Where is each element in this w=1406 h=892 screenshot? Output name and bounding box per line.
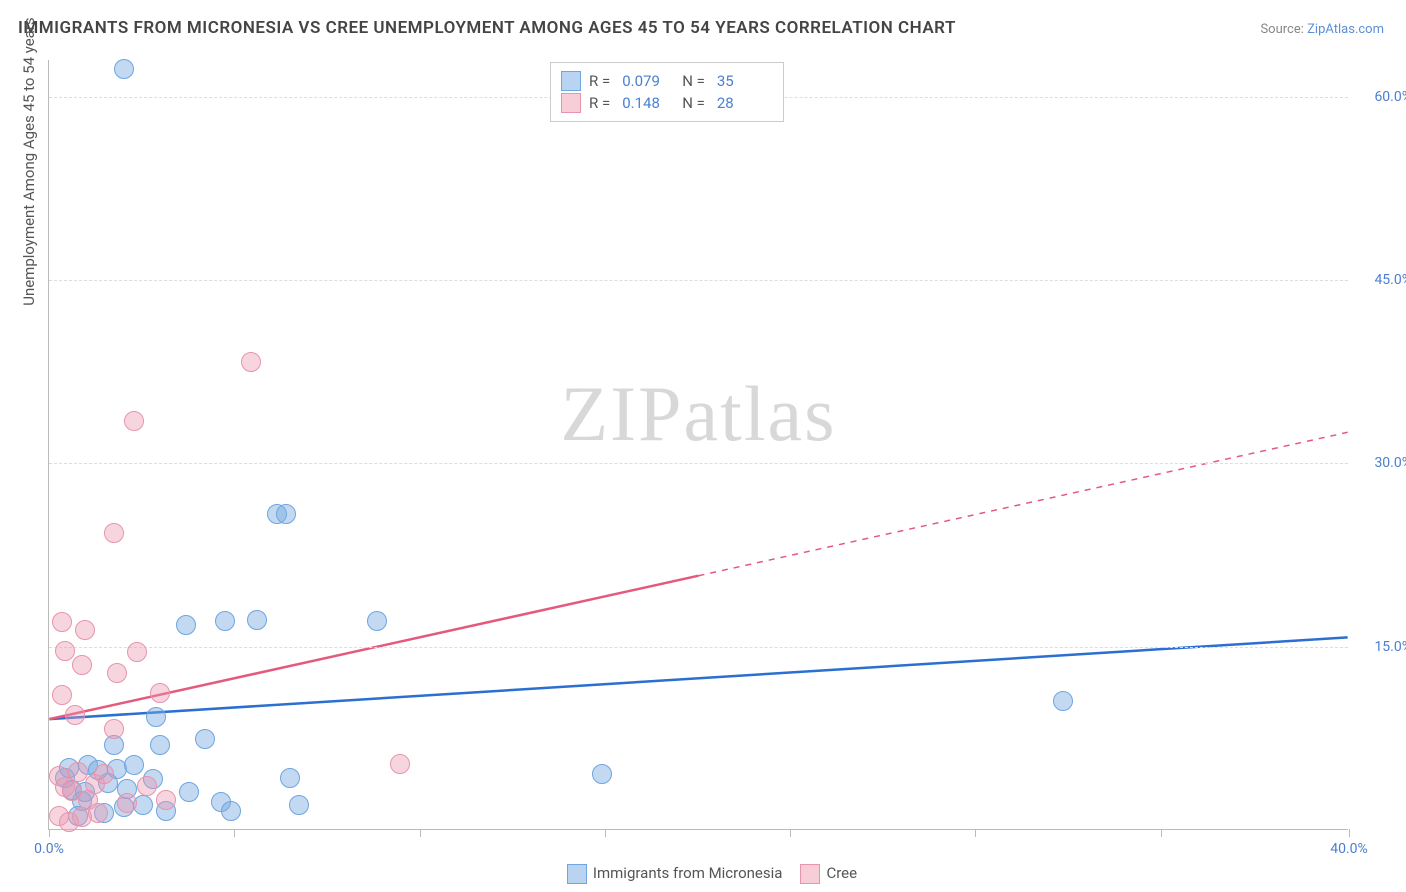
scatter-point [215,611,235,631]
scatter-point [94,764,114,784]
source-label: Source: [1260,22,1303,37]
series-legend: Immigrants from Micronesia Cree [0,864,1406,884]
scatter-point [241,352,261,372]
chart-title: IMMIGRANTS FROM MICRONESIA VS CREE UNEMP… [18,18,956,38]
scatter-point [280,768,300,788]
scatter-point [55,641,75,661]
legend-swatch [561,71,581,91]
y-tick-label: 45.0% [1374,272,1406,288]
scatter-point [176,615,196,635]
n-value: 35 [717,72,769,90]
scatter-point [276,504,296,524]
scatter-point [150,683,170,703]
source-link[interactable]: ZipAtlas.com [1307,22,1384,37]
x-tick [234,829,235,837]
x-tick [975,829,976,837]
r-label: R = [589,94,610,112]
scatter-point [367,611,387,631]
trend-line [49,637,1347,719]
scatter-point [107,663,127,683]
scatter-point [75,620,95,640]
x-tick [790,829,791,837]
x-tick [420,829,421,837]
x-tick [49,829,50,837]
r-value: 0.148 [622,94,674,112]
legend-swatch [567,864,587,884]
legend-swatch [561,93,581,113]
scatter-point [179,782,199,802]
scatter-point [124,411,144,431]
scatter-point [1053,691,1073,711]
n-label: N = [682,94,705,112]
legend-row: R = 0.079 N = 35 [561,71,769,91]
x-tick [1349,829,1350,837]
n-value: 28 [717,94,769,112]
x-tick-label: 0.0% [34,841,64,857]
scatter-point [289,795,309,815]
legend-row: R = 0.148 N = 28 [561,93,769,113]
scatter-point [65,705,85,725]
plot-area: ZIPatlas 15.0%30.0%45.0%60.0%0.0%40.0% [48,60,1348,830]
scatter-point [221,801,241,821]
gridline [49,280,1348,281]
scatter-point [104,523,124,543]
y-tick-label: 60.0% [1374,89,1406,105]
x-tick [1161,829,1162,837]
r-label: R = [589,72,610,90]
y-tick-label: 15.0% [1374,639,1406,655]
gridline [49,463,1348,464]
legend-label: Cree [826,864,857,882]
correlation-legend: R = 0.079 N = 35 R = 0.148 N = 28 [550,62,784,122]
scatter-point [150,735,170,755]
n-label: N = [682,72,705,90]
y-tick-label: 30.0% [1374,455,1406,471]
scatter-point [117,793,137,813]
scatter-point [114,59,134,79]
x-tick [605,829,606,837]
legend-label: Immigrants from Micronesia [593,864,783,882]
legend-swatch [800,864,820,884]
x-tick-label: 40.0% [1330,841,1368,857]
scatter-point [137,776,157,796]
scatter-point [104,719,124,739]
scatter-point [195,729,215,749]
scatter-point [72,655,92,675]
scatter-point [146,707,166,727]
source-attribution: Source: ZipAtlas.com [1260,22,1384,37]
gridline [49,647,1348,648]
scatter-point [52,612,72,632]
scatter-point [247,610,267,630]
scatter-point [52,685,72,705]
scatter-point [127,642,147,662]
scatter-point [592,764,612,784]
trend-line-extrapolated [699,432,1348,575]
y-axis-label: Unemployment Among Ages 45 to 54 years [20,17,38,305]
scatter-point [88,803,108,823]
scatter-point [390,754,410,774]
scatter-point [156,790,176,810]
r-value: 0.079 [622,72,674,90]
trend-lines-layer [49,60,1348,829]
scatter-point [124,755,144,775]
